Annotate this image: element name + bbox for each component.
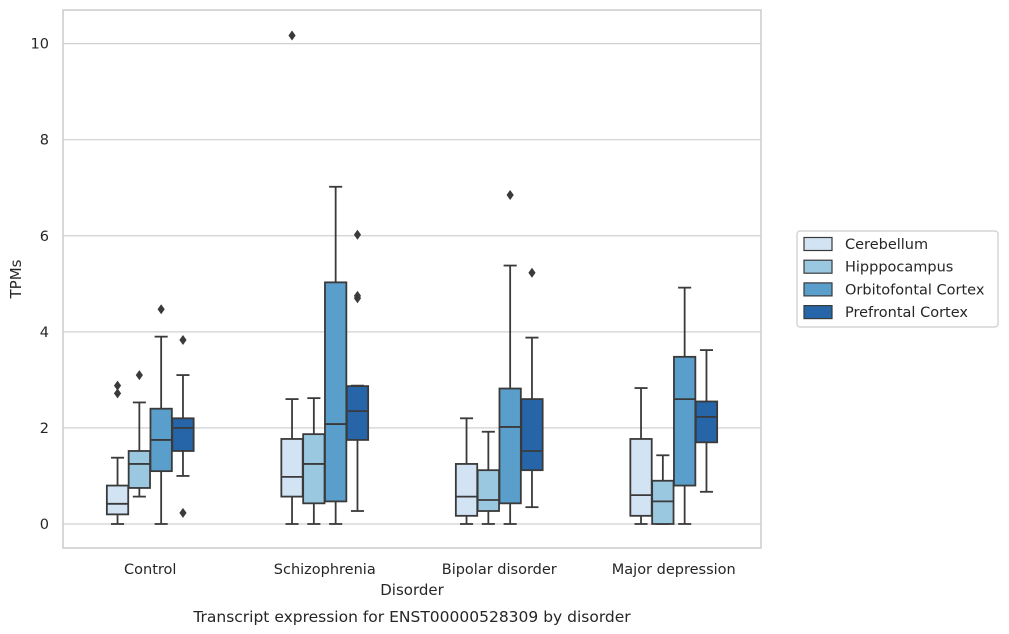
box-iqr [171, 417, 195, 452]
box-3-2 [520, 267, 544, 509]
box-iqr [520, 398, 544, 472]
y-tick-label: 8 [40, 133, 49, 149]
x-tick-label: Schizophrenia [274, 562, 376, 578]
outlier-point [528, 267, 536, 278]
boxes-layer [105, 30, 719, 525]
legend-frame [796, 230, 999, 328]
y-axis-ticks: 0 2 4 6 8 10 [31, 37, 49, 533]
x-axis-ticks: Control Schizophrenia Bipolar disorder Majo… [124, 562, 736, 578]
outlier-point [506, 189, 514, 200]
box-iqr [324, 281, 348, 503]
box-3-3 [694, 349, 719, 493]
box-iqr [476, 469, 500, 512]
box-iqr [302, 433, 326, 505]
box-iqr [673, 355, 697, 487]
legend-swatch [803, 259, 833, 274]
legend-swatch [803, 236, 833, 252]
x-tick-label: Bipolar disorder [442, 562, 557, 578]
box-iqr [651, 479, 675, 525]
box-1-1 [302, 397, 326, 525]
box-1-2 [476, 430, 500, 525]
box-1-0 [127, 370, 151, 498]
outlier-point [353, 290, 362, 301]
legend-label: Cerebellum [845, 237, 928, 253]
outlier-point [157, 304, 165, 315]
box-iqr [345, 385, 370, 441]
box-0-2 [454, 417, 479, 525]
box-2-2 [498, 189, 522, 525]
legend-swatch [803, 305, 833, 320]
box-3-0 [171, 335, 195, 518]
box-2-3 [673, 286, 697, 525]
box-0-0 [105, 380, 130, 525]
legend-label: Hipppocampus [845, 260, 953, 276]
outlier-point [135, 370, 143, 381]
outlier-point [113, 388, 122, 399]
box-2-1 [324, 185, 348, 525]
outlier-point [179, 507, 187, 518]
box-iqr [629, 438, 653, 517]
legend-label: Prefrontal Cortex [845, 305, 968, 321]
box-iqr [280, 438, 304, 498]
figure-caption: Transcript expression for ENST0000052830… [192, 608, 631, 626]
outlier-point [288, 30, 296, 41]
box-2-0 [149, 304, 173, 525]
y-tick-label: 6 [40, 229, 49, 245]
x-tick-label: Control [124, 562, 176, 578]
outlier-point [113, 380, 122, 391]
box-iqr [498, 387, 522, 505]
y-tick-label: 4 [40, 325, 49, 341]
box-1-3 [651, 454, 675, 525]
x-tick-label: Major depression [612, 562, 736, 578]
plot-frame [62, 9, 762, 549]
x-axis-title: Disorder [380, 581, 444, 599]
box-iqr [694, 400, 719, 444]
box-3-1 [345, 229, 370, 512]
box-iqr [127, 450, 151, 489]
legend-swatch [803, 282, 833, 297]
y-tick-label: 2 [40, 421, 49, 437]
box-0-1 [280, 30, 304, 525]
y-axis-title: TPMs [7, 259, 25, 299]
y-tick-label: 0 [40, 517, 49, 533]
box-iqr [105, 484, 130, 516]
legend: Cerebellum Hipppocampus Orbitofontal Corte… [796, 230, 999, 328]
legend-label: Orbitofontal Cortex [845, 282, 985, 298]
box-iqr [454, 463, 479, 517]
outlier-point [353, 229, 362, 240]
outlier-point [179, 335, 187, 346]
y-tick-label: 10 [31, 37, 49, 53]
box-0-3 [629, 387, 653, 525]
